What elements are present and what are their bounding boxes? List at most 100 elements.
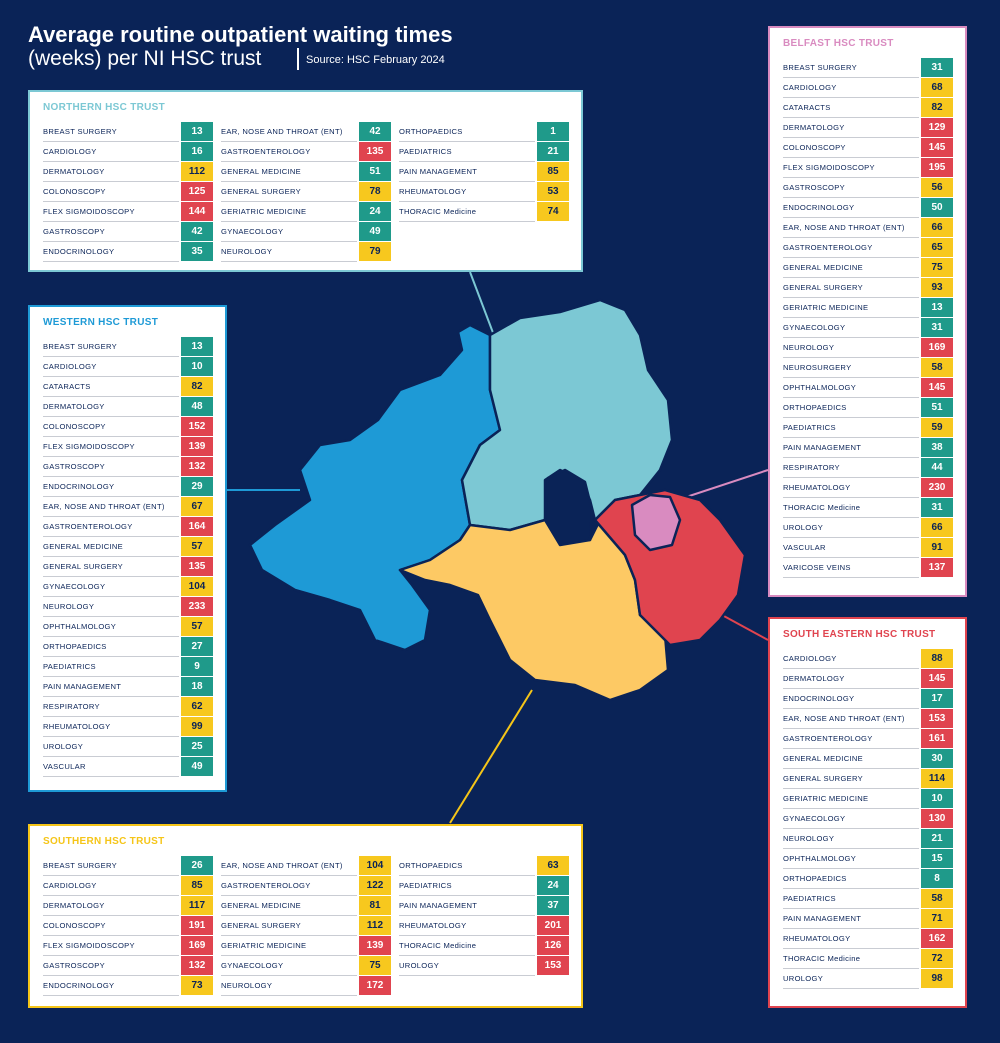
table-row: BREAST SURGERY 13: [43, 122, 213, 142]
table-row: BREAST SURGERY 26: [43, 856, 213, 876]
connector: [721, 614, 769, 641]
row-label: NEUROSURGERY: [783, 358, 919, 378]
row-value: 153: [921, 709, 953, 728]
table-row: FLEX SIGMOIDOSCOPY 139: [43, 437, 213, 457]
table-row: UROLOGY 153: [399, 956, 569, 976]
row-value: 24: [537, 876, 569, 895]
row-label: GENERAL SURGERY: [221, 916, 357, 936]
table-row: GENERAL SURGERY 93: [783, 278, 953, 298]
table-row: GASTROENTEROLOGY 122: [221, 876, 391, 896]
row-value: 164: [181, 517, 213, 536]
panel-title: SOUTHERN HSC TRUST: [43, 836, 165, 847]
row-value: 169: [921, 338, 953, 357]
row-label: OPHTHALMOLOGY: [783, 378, 919, 398]
panel-title: NORTHERN HSC TRUST: [43, 102, 166, 113]
table-row: GYNAECOLOGY 31: [783, 318, 953, 338]
row-label: ENDOCRINOLOGY: [783, 198, 919, 218]
table-row: GYNAECOLOGY 130: [783, 809, 953, 829]
table-row: PAIN MANAGEMENT 85: [399, 162, 569, 182]
row-label: THORACIC Medicine: [399, 202, 535, 222]
row-value: 122: [359, 876, 391, 895]
row-label: GASTROENTEROLOGY: [221, 876, 357, 896]
row-label: GASTROENTEROLOGY: [43, 517, 179, 537]
row-label: NEUROLOGY: [783, 338, 919, 358]
table-row: PAIN MANAGEMENT 18: [43, 677, 213, 697]
row-value: 37: [537, 896, 569, 915]
row-value: 162: [921, 929, 953, 948]
row-value: 145: [921, 378, 953, 397]
table-row: GASTROENTEROLOGY 164: [43, 517, 213, 537]
row-value: 13: [181, 337, 213, 356]
table-row: ORTHOPAEDICS 51: [783, 398, 953, 418]
row-value: 10: [921, 789, 953, 808]
row-label: RHEUMATOLOGY: [783, 478, 919, 498]
row-label: CARDIOLOGY: [43, 357, 179, 377]
table-row: GENERAL MEDICINE 30: [783, 749, 953, 769]
table-row: GERIATRIC MEDICINE 139: [221, 936, 391, 956]
table-row: COLONOSCOPY 191: [43, 916, 213, 936]
row-label: PAIN MANAGEMENT: [399, 896, 535, 916]
row-label: GYNAECOLOGY: [221, 222, 357, 242]
table-row: GYNAECOLOGY 49: [221, 222, 391, 242]
row-value: 49: [359, 222, 391, 241]
row-label: CARDIOLOGY: [783, 78, 919, 98]
table-row: ORTHOPAEDICS 63: [399, 856, 569, 876]
row-label: GASTROSCOPY: [43, 222, 179, 242]
row-label: ORTHOPAEDICS: [399, 122, 535, 142]
table-row: OPHTHALMOLOGY 15: [783, 849, 953, 869]
table-row: EAR, NOSE AND THROAT (ENT) 66: [783, 218, 953, 238]
row-value: 78: [359, 182, 391, 201]
row-label: FLEX SIGMOIDOSCOPY: [43, 202, 179, 222]
table-row: NEUROLOGY 172: [221, 976, 391, 996]
row-value: 42: [181, 222, 213, 241]
row-value: 139: [359, 936, 391, 955]
row-value: 56: [921, 178, 953, 197]
row-value: 8: [921, 869, 953, 888]
panel-title: WESTERN HSC TRUST: [43, 317, 159, 328]
row-label: RESPIRATORY: [43, 697, 179, 717]
row-value: 125: [181, 182, 213, 201]
row-label: ORTHOPAEDICS: [783, 398, 919, 418]
row-value: 144: [181, 202, 213, 221]
table-row: UROLOGY 25: [43, 737, 213, 757]
row-value: 24: [359, 202, 391, 221]
trust-panel: SOUTHERN HSC TRUST BREAST SURGERY 26 CARDIO…: [28, 824, 583, 1008]
row-value: 13: [181, 122, 213, 141]
table-row: PAEDIATRICS 21: [399, 142, 569, 162]
row-label: VASCULAR: [783, 538, 919, 558]
row-value: 31: [921, 498, 953, 517]
table-row: GASTROENTEROLOGY 65: [783, 238, 953, 258]
row-value: 49: [181, 757, 213, 776]
row-value: 130: [921, 809, 953, 828]
row-label: UROLOGY: [783, 518, 919, 538]
row-label: ENDOCRINOLOGY: [43, 976, 179, 996]
row-value: 51: [921, 398, 953, 417]
row-label: GENERAL SURGERY: [221, 182, 357, 202]
row-label: NEUROLOGY: [43, 597, 179, 617]
subtitle: (weeks) per NI HSC trust: [28, 47, 262, 70]
table-row: ENDOCRINOLOGY 35: [43, 242, 213, 262]
table-row: ENDOCRINOLOGY 29: [43, 477, 213, 497]
row-value: 25: [181, 737, 213, 756]
belfast-region: [630, 493, 682, 552]
table-row: RHEUMATOLOGY 201: [399, 916, 569, 936]
table-row: THORACIC Medicine 72: [783, 949, 953, 969]
table-row: DERMATOLOGY 117: [43, 896, 213, 916]
row-label: PAIN MANAGEMENT: [399, 162, 535, 182]
table-row: GENERAL SURGERY 78: [221, 182, 391, 202]
row-value: 71: [921, 909, 953, 928]
row-value: 82: [181, 377, 213, 396]
row-label: RHEUMATOLOGY: [399, 182, 535, 202]
row-label: DERMATOLOGY: [43, 896, 179, 916]
row-label: PAIN MANAGEMENT: [43, 677, 179, 697]
row-label: BREAST SURGERY: [783, 58, 919, 78]
table-row: NEUROLOGY 79: [221, 242, 391, 262]
connector: [449, 689, 533, 824]
row-label: GENERAL MEDICINE: [221, 162, 357, 182]
row-label: THORACIC Medicine: [783, 498, 919, 518]
row-value: 201: [537, 916, 569, 935]
row-value: 42: [359, 122, 391, 141]
row-value: 18: [181, 677, 213, 696]
row-label: BREAST SURGERY: [43, 122, 179, 142]
